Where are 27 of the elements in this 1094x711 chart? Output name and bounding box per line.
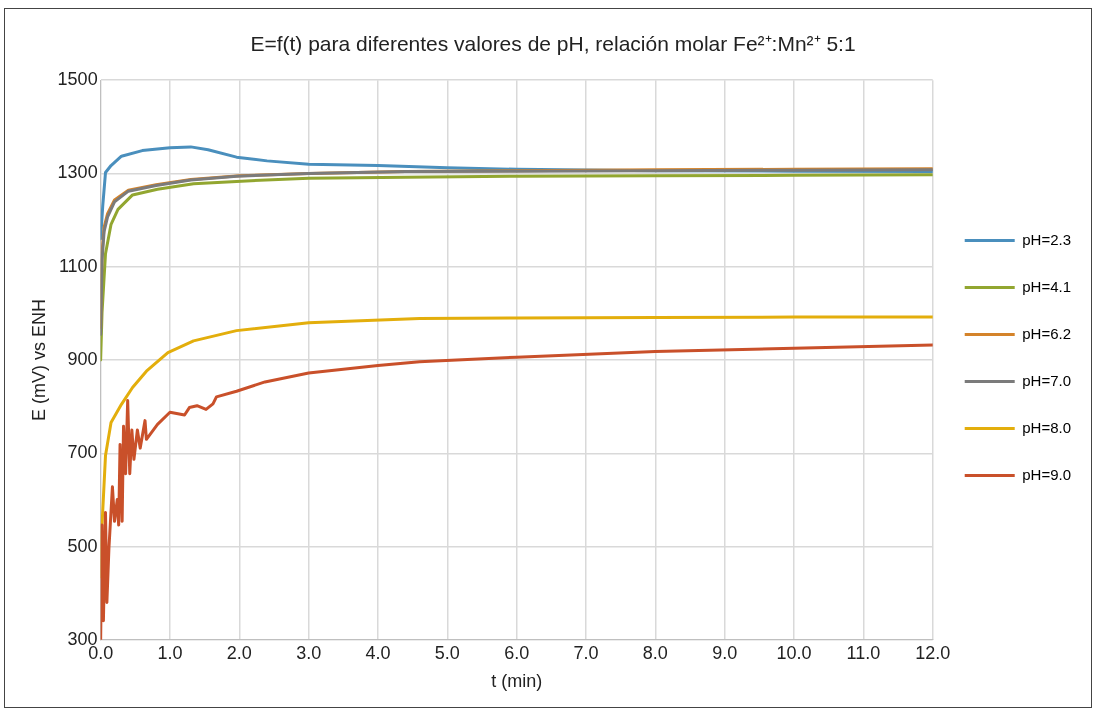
legend-label: pH=7.0 — [1022, 371, 1072, 389]
x-tick-label: 1.0 — [157, 642, 183, 663]
x-tick-label: 8.0 — [642, 642, 668, 663]
y-axis-title: E (mV) vs ENH — [28, 298, 49, 422]
x-tick-label: 3.0 — [296, 642, 322, 663]
x-tick-label: 11.0 — [846, 642, 881, 663]
x-tick-label: 12.0 — [915, 642, 951, 663]
y-tick-label: 700 — [67, 442, 98, 463]
x-tick-label: 10.0 — [776, 642, 812, 663]
y-tick-label: 500 — [67, 535, 98, 556]
legend-label: pH=6.2 — [1022, 324, 1072, 342]
legend-label: pH=2.3 — [1022, 230, 1072, 248]
legend-label: pH=4.1 — [1022, 277, 1072, 295]
x-tick-label: 4.0 — [365, 642, 391, 663]
y-tick-label: 1100 — [58, 255, 98, 276]
legend-label: pH=8.0 — [1022, 418, 1072, 436]
x-axis-title: t (min) — [491, 671, 543, 692]
y-tick-label: 1500 — [57, 69, 98, 90]
chart-title: E=f(t) para diferentes valores de pH, relación molar Fe²⁺:Mn²⁺ 5:1 — [250, 32, 856, 56]
x-tick-label: 9.0 — [712, 642, 738, 663]
x-tick-label: 7.0 — [573, 642, 599, 663]
x-tick-label: 2.0 — [226, 642, 252, 663]
x-tick-label: 6.0 — [504, 642, 530, 663]
legend-label: pH=9.0 — [1022, 465, 1072, 483]
y-tick-label: 1300 — [57, 162, 98, 183]
x-tick-label: 5.0 — [434, 642, 460, 663]
y-tick-label: 900 — [67, 348, 98, 369]
